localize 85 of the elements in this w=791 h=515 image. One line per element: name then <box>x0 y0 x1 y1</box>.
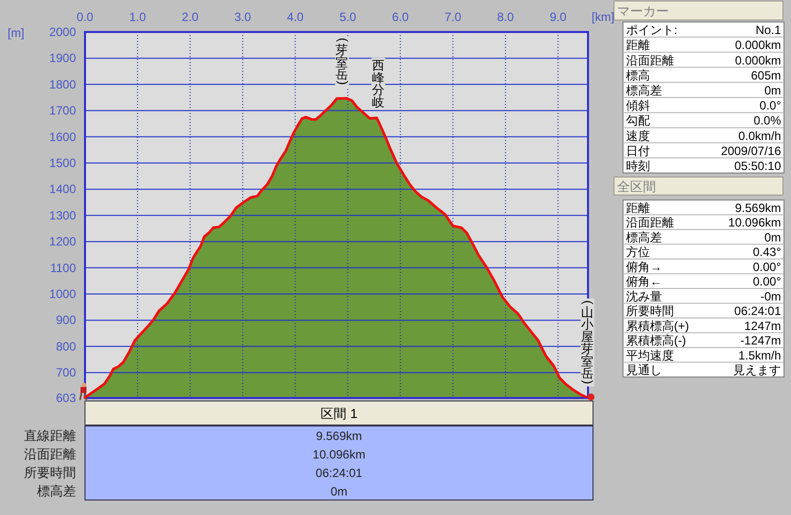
text: 標高差 <box>37 483 76 498</box>
text: 沿面距離 <box>626 216 674 230</box>
y-tick-label: 800 <box>56 339 76 354</box>
text: 2009/07/16 <box>720 144 782 158</box>
text: 直線距離 <box>24 428 76 443</box>
text: 605m <box>750 68 781 82</box>
x-tick-label: 3.0 <box>234 10 252 24</box>
text: -0m <box>760 289 781 304</box>
text: 0.000km <box>734 53 781 68</box>
y-tick-label: 603 <box>56 391 76 405</box>
annotation: 西峰分岐 <box>372 58 385 110</box>
y-tick-label: 1700 <box>49 104 76 118</box>
text: 傾斜 <box>626 98 650 113</box>
text: 0.0% <box>754 114 782 128</box>
text: 標高差 <box>626 83 662 98</box>
y-tick-label: 1000 <box>49 286 76 301</box>
text: 累積標高(+) <box>626 318 690 333</box>
text: 距離 <box>626 38 650 52</box>
text: 標高差 <box>626 230 662 244</box>
text: 05:50:10 <box>734 158 782 173</box>
y-tick-label: 1900 <box>49 51 76 66</box>
text: 沿面距離 <box>626 53 674 68</box>
text: 10.096km <box>728 216 781 230</box>
x-tick-label: 2.0 <box>182 10 199 24</box>
text: マーカー <box>617 4 669 18</box>
text: 方位 <box>626 245 650 260</box>
text: 0.00° <box>752 260 782 274</box>
text: 0.0km/h <box>738 128 781 143</box>
text: 所要時間 <box>626 304 674 318</box>
text: 平均速度 <box>626 348 674 362</box>
x-tick-label: 5.0 <box>339 10 356 24</box>
text: No.1 <box>756 23 782 38</box>
text: 時刻 <box>626 158 650 173</box>
text: -1247m <box>740 334 782 348</box>
text: 9.569km <box>316 428 362 443</box>
y-tick-label: 1400 <box>49 182 76 196</box>
x-tick-label: 6.0 <box>392 10 410 24</box>
text: ポイント: <box>626 23 678 38</box>
text: 0.0° <box>760 98 782 113</box>
y-tick-label: 1600 <box>49 130 76 144</box>
text: 0m <box>764 83 781 98</box>
annotation: (山小屋芽室岳) <box>580 300 596 384</box>
y-tick-label: 1100 <box>50 260 76 275</box>
y-tick-label: 2000 <box>49 25 76 39</box>
x-axis-title: [km] <box>592 10 614 24</box>
y-tick-label: 1500 <box>49 156 76 170</box>
text: 1.5km/h <box>738 348 781 362</box>
text: 俯角← <box>626 274 662 289</box>
text: 0m <box>764 230 781 244</box>
text: 見通し <box>626 363 662 378</box>
text: 06:24:01 <box>734 304 782 318</box>
x-tick-label: 0.0 <box>76 10 94 24</box>
text: 0m <box>330 484 348 498</box>
text: 沈み量 <box>626 289 662 304</box>
text: 0.000km <box>734 38 781 52</box>
y-tick-label: 1800 <box>49 77 76 92</box>
text: 標高 <box>626 68 650 82</box>
annotation: (芽室岳) <box>336 38 350 85</box>
text: 日付 <box>626 144 650 158</box>
text: 俯角→ <box>626 260 662 274</box>
y-tick-label: 900 <box>56 313 76 328</box>
text: 1247m <box>744 318 781 333</box>
y-tick-label: 700 <box>56 366 76 380</box>
y-tick-label: 1200 <box>49 234 76 249</box>
text: 10.096km <box>312 447 366 462</box>
text: 9.569km <box>734 200 781 215</box>
text: 06:24:01 <box>316 466 363 480</box>
text: 0.43° <box>752 245 782 260</box>
text: 沿面距離 <box>24 446 76 462</box>
x-tick-label: 4.0 <box>286 10 304 24</box>
text: 所要時間 <box>24 464 76 480</box>
x-tick-label: 9.0 <box>550 10 567 24</box>
text: 勾配 <box>626 114 650 128</box>
text: 全区間 <box>617 179 656 194</box>
text: 速度 <box>626 128 650 143</box>
y-axis-title: [m] <box>8 26 24 40</box>
text: 区間 1 <box>320 406 358 421</box>
text: 0.00° <box>752 274 782 289</box>
text: 見えます <box>733 363 781 378</box>
text: 距離 <box>626 200 650 215</box>
y-tick-label: 1300 <box>49 208 76 222</box>
x-tick-label: 7.0 <box>444 10 462 24</box>
text: 累積標高(-) <box>626 334 686 348</box>
x-tick-label: 1.0 <box>129 10 146 24</box>
x-tick-label: 8.0 <box>497 10 514 24</box>
